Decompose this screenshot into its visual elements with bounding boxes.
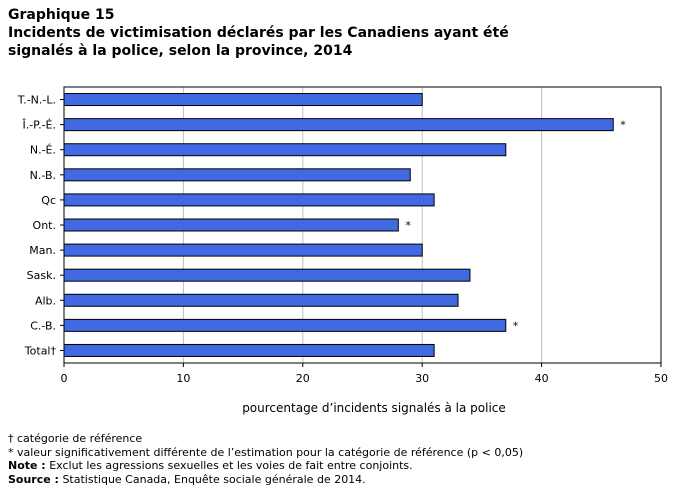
- bar: [63, 193, 435, 207]
- note-text: Exclut les agressions sexuelles et les v…: [45, 459, 413, 472]
- x-tick-label: 0: [61, 372, 68, 385]
- chart-title: Incidents de victimisation déclarés par …: [8, 25, 509, 59]
- category-label: Sask.: [27, 269, 56, 282]
- bar: [63, 93, 423, 107]
- chart-number: Graphique 15: [8, 7, 115, 23]
- note-label: Note :: [8, 459, 46, 472]
- x-tick-label: 30: [415, 372, 429, 385]
- note-line: Note : Exclut les agressions sexuelles e…: [8, 459, 523, 473]
- category-labels: T.-N.-L. Î.-P.-É. N.-É. N.-B. Qc Ont. Man. Sask…: [17, 94, 64, 357]
- significance-marker: *: [513, 319, 519, 332]
- category-label: N.-É.: [30, 144, 56, 157]
- bar: [63, 268, 471, 282]
- x-tick-label: 40: [535, 372, 549, 385]
- x-tick-label: 50: [654, 372, 668, 385]
- dagger-footnote: † catégorie de référence: [8, 432, 143, 445]
- x-tick-labels: 0 10 20 30 40 50: [61, 363, 668, 385]
- asterisk-footnote: * valeur significativement différente de…: [8, 445, 524, 459]
- bar: [63, 218, 399, 232]
- x-tick-label: 20: [296, 372, 310, 385]
- bar: [63, 168, 411, 182]
- x-tick-label: 10: [176, 372, 190, 385]
- category-label: Total†: [24, 344, 57, 357]
- bar: [63, 143, 507, 157]
- bars: [63, 93, 614, 357]
- source-text: Statistique Canada, Enquête sociale géné…: [58, 472, 366, 486]
- x-axis-label: pourcentage d’incidents signalés à la po…: [242, 401, 506, 415]
- category-label: T.-N.-L.: [17, 94, 56, 107]
- significance-marker: *: [405, 219, 411, 232]
- title-block: Graphique 15 Incidents de victimisation …: [8, 6, 668, 60]
- bar: [63, 243, 423, 257]
- bar: [63, 293, 459, 307]
- category-label: Î.-P.-É.: [21, 119, 56, 132]
- category-label: Alb.: [35, 294, 56, 307]
- significance-markers: * * *: [405, 119, 626, 333]
- source-line: Source : Statistique Canada, Enquête soc…: [8, 473, 523, 487]
- footnotes: † catégorie de référence * valeur signif…: [8, 432, 523, 486]
- category-label: Qc: [41, 194, 56, 207]
- category-label: Man.: [29, 244, 56, 257]
- significance-marker: *: [620, 119, 626, 132]
- category-label: N.-B.: [30, 169, 56, 182]
- category-label: C.-B.: [30, 319, 56, 332]
- bar: [63, 343, 435, 357]
- bar: [63, 118, 614, 132]
- source-label: Source :: [8, 472, 59, 486]
- category-label: Ont.: [33, 219, 56, 232]
- bar: [63, 318, 507, 332]
